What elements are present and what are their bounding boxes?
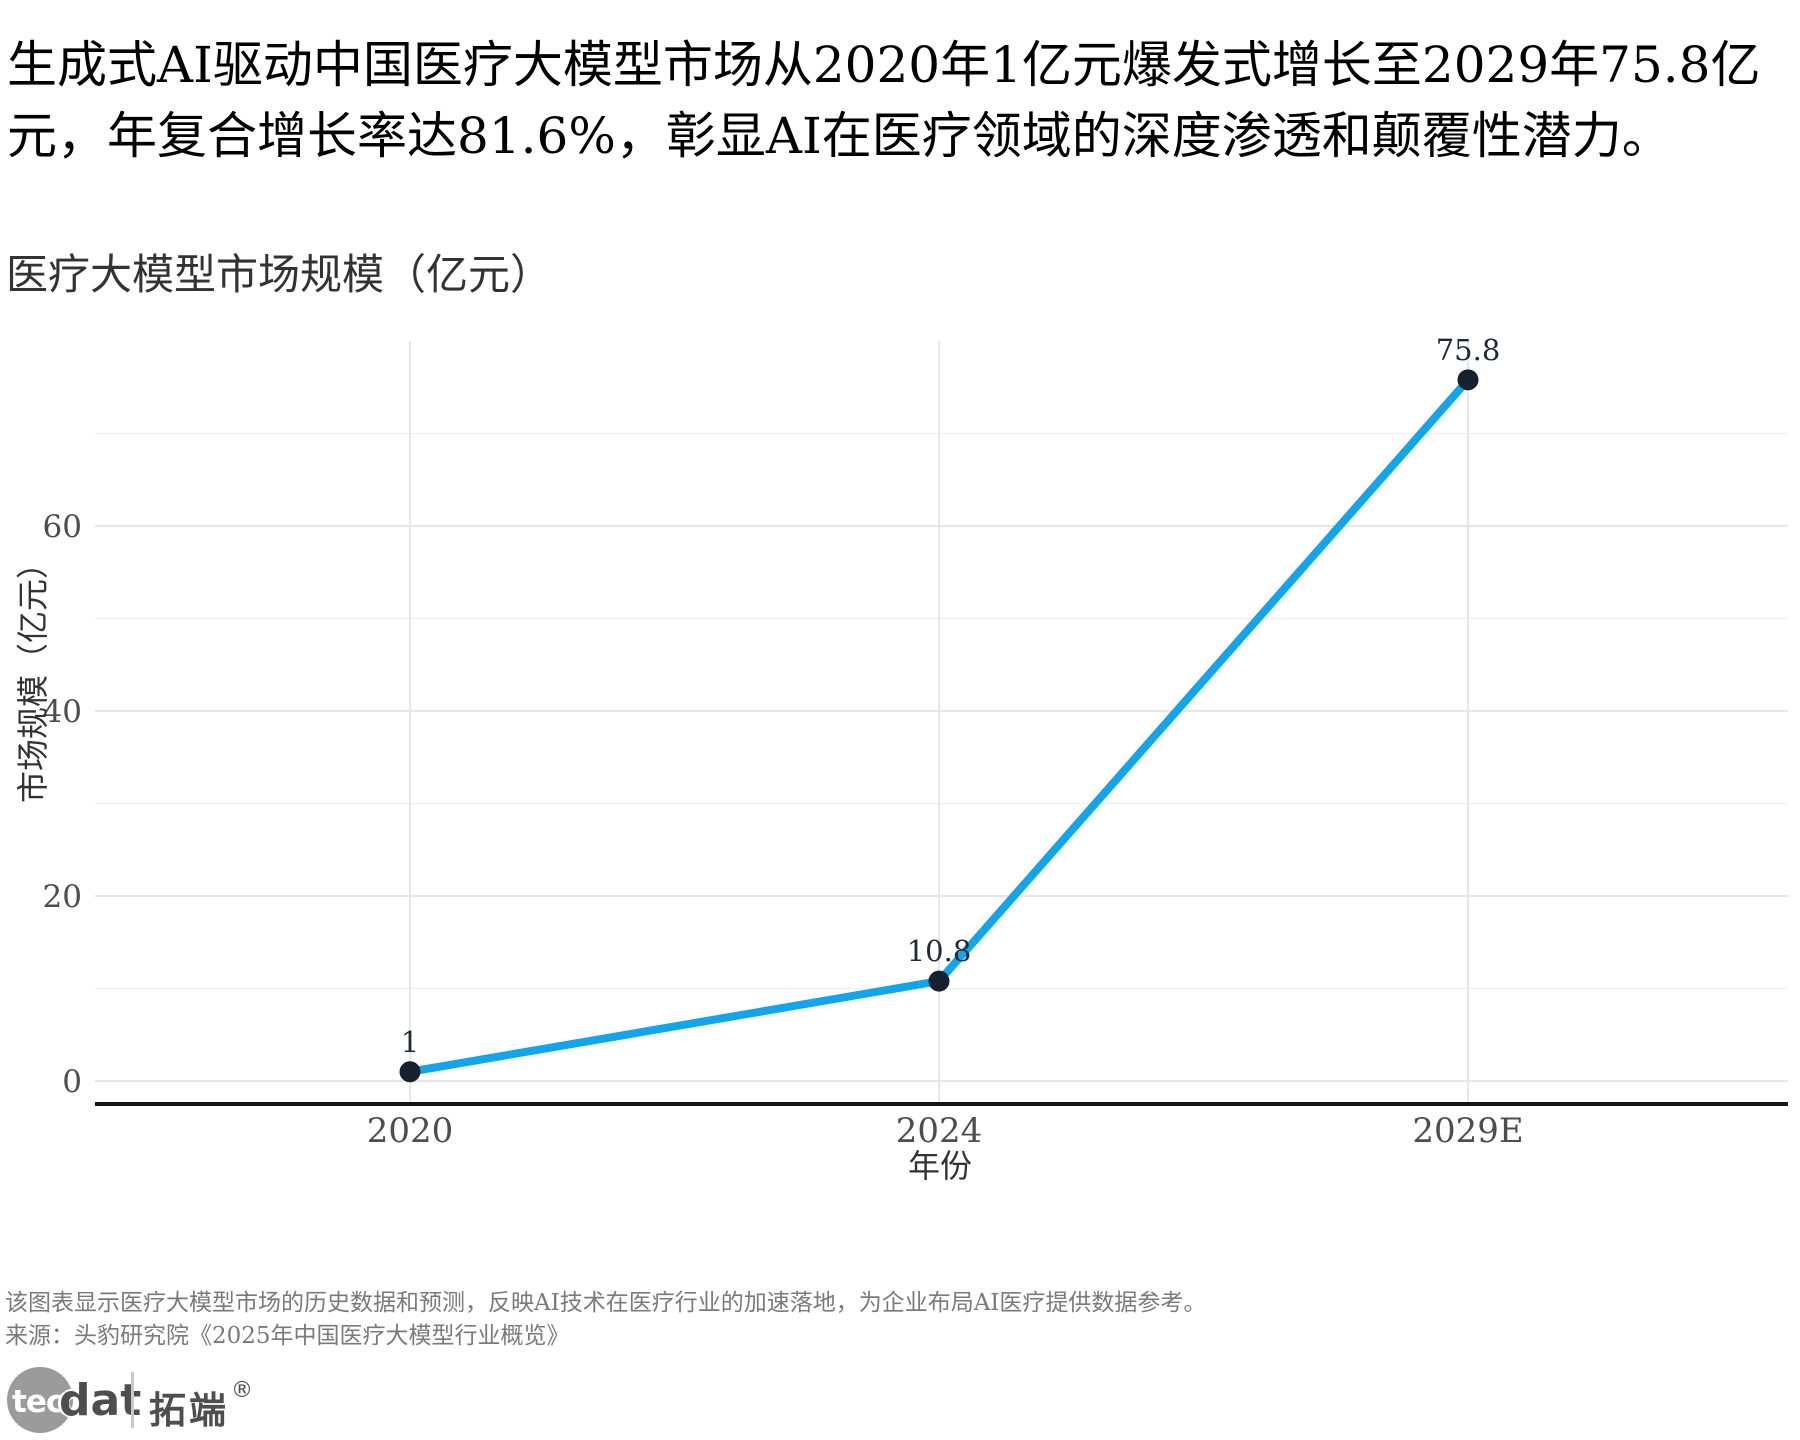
logo-divider bbox=[131, 1372, 134, 1428]
tecdat-logo: tec dat 拓端 ® bbox=[0, 1360, 320, 1440]
logo-text-brand-cn: 拓端 bbox=[149, 1389, 229, 1432]
x-tick-label: 2029E bbox=[1412, 1111, 1523, 1151]
point-value-label: 10.8 bbox=[907, 934, 972, 968]
y-tick-label: 60 bbox=[43, 509, 82, 545]
footer-note: 该图表显示医疗大模型市场的历史数据和预测，反映AI技术在医疗行业的加速落地，为企… bbox=[5, 1290, 1207, 1316]
chart-subtitle: 医疗大模型市场规模（亿元） bbox=[6, 250, 553, 299]
footer-source: 来源：头豹研究院《2025年中国医疗大模型行业概览》 bbox=[5, 1323, 570, 1349]
x-tick-label: 2024 bbox=[896, 1111, 983, 1151]
chart-headline: 生成式AI驱动中国医疗大模型市场从2020年1亿元爆发式增长至2029年75.8… bbox=[7, 36, 1761, 165]
data-point bbox=[1457, 369, 1479, 391]
y-axis-title: 市场规模（亿元） bbox=[14, 547, 52, 803]
x-axis-title: 年份 bbox=[908, 1147, 972, 1185]
logo-text-tec: tec bbox=[12, 1384, 64, 1420]
registered-trademark-icon: ® bbox=[231, 1378, 253, 1403]
y-tick-label: 20 bbox=[43, 879, 82, 915]
y-tick-label: 0 bbox=[62, 1064, 82, 1100]
y-tick-label: 40 bbox=[43, 694, 82, 730]
point-value-label: 1 bbox=[401, 1025, 419, 1059]
x-tick-label: 2020 bbox=[367, 1111, 454, 1151]
logo-circle bbox=[7, 1367, 73, 1433]
logo-text-dat: dat bbox=[59, 1375, 142, 1426]
data-point bbox=[928, 970, 950, 992]
data-point bbox=[399, 1061, 421, 1083]
point-value-label: 75.8 bbox=[1436, 333, 1501, 367]
